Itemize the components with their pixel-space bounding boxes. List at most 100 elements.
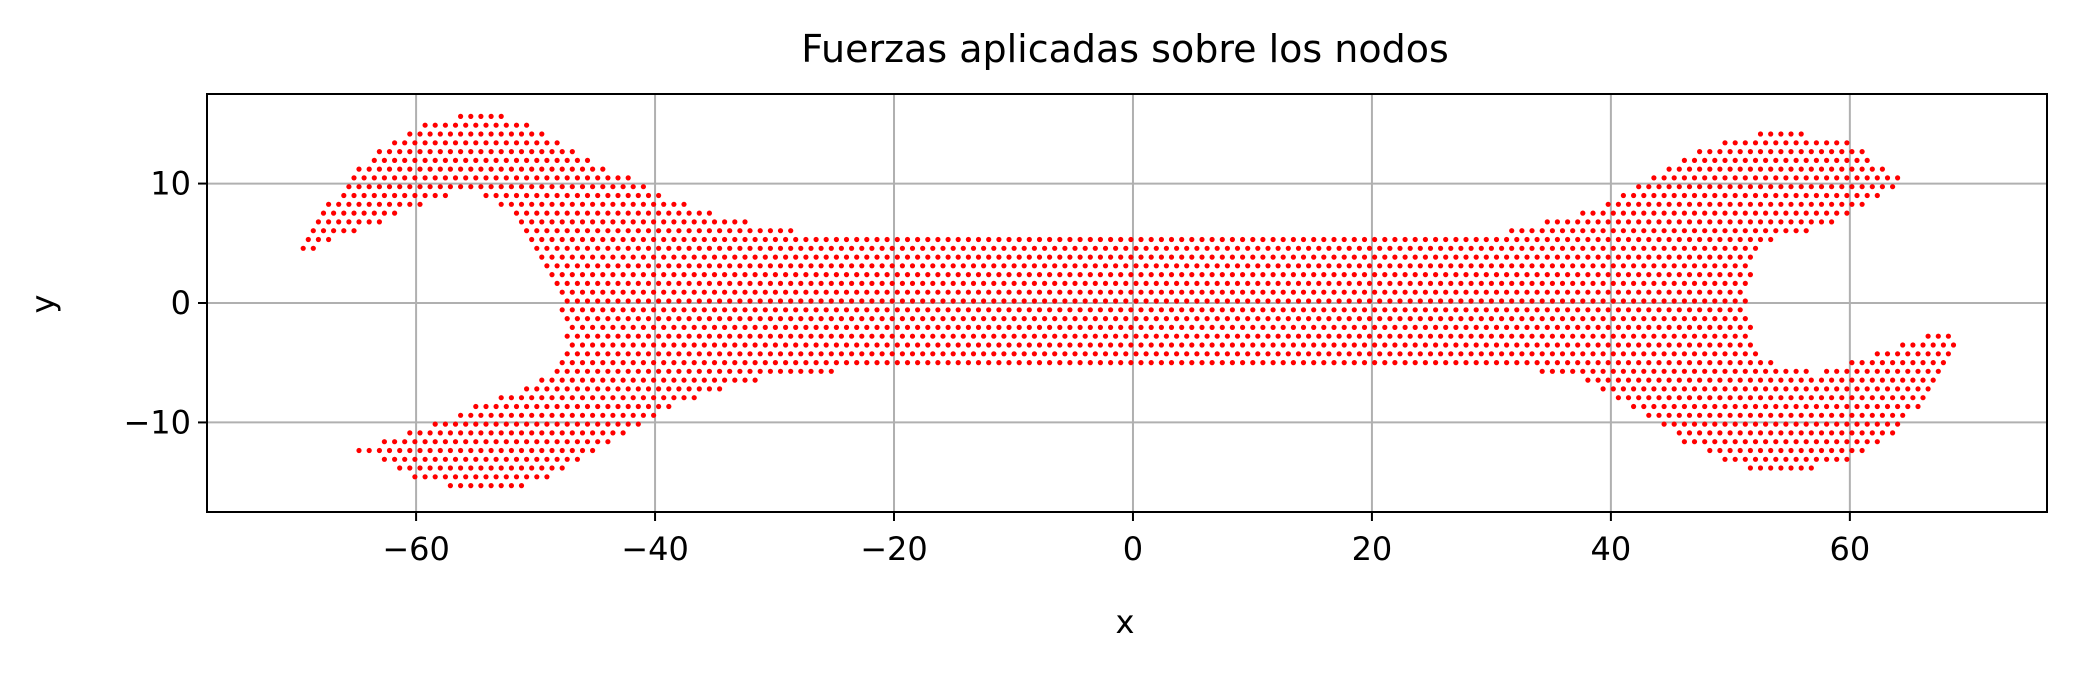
node-point	[645, 403, 652, 410]
node-point	[1874, 192, 1880, 199]
node-point	[813, 254, 819, 260]
node-point	[498, 430, 504, 436]
node-point	[1422, 254, 1428, 260]
node-point	[584, 421, 591, 427]
node-point	[1194, 333, 1200, 339]
node-point	[605, 368, 611, 374]
node-point	[1499, 280, 1505, 286]
node-point	[1163, 351, 1169, 357]
node-point	[1417, 280, 1423, 286]
node-point	[590, 360, 596, 366]
node-point	[1864, 157, 1870, 163]
node-point	[1737, 430, 1743, 436]
node-point	[1097, 272, 1103, 278]
node-point	[1092, 298, 1098, 304]
node-point	[1636, 342, 1642, 348]
node-point	[1691, 263, 1698, 269]
node-point	[1072, 245, 1078, 251]
node-point	[635, 228, 641, 234]
node-point	[1864, 192, 1870, 199]
node-point	[1869, 430, 1875, 436]
node-point	[1666, 201, 1672, 207]
node-point	[1189, 272, 1195, 278]
node-point	[727, 298, 733, 304]
node-point	[493, 140, 499, 146]
node-point	[1763, 421, 1769, 427]
node-point	[1722, 298, 1728, 304]
node-point	[1854, 386, 1860, 392]
node-point	[412, 157, 418, 163]
node-point	[447, 131, 453, 137]
node-point	[940, 280, 946, 286]
node-point	[1712, 157, 1718, 163]
node-point	[1661, 263, 1667, 269]
node-point	[737, 228, 743, 234]
node-point	[1879, 395, 1885, 401]
node-point	[605, 228, 611, 234]
node-point	[1097, 360, 1103, 366]
node-point	[996, 324, 1002, 330]
node-point	[1392, 272, 1398, 278]
node-point	[1356, 298, 1362, 304]
node-point	[854, 236, 860, 243]
node-point	[1697, 377, 1703, 383]
node-point	[549, 201, 555, 207]
node-point	[1118, 342, 1124, 348]
node-point	[1031, 245, 1037, 251]
node-point	[620, 307, 626, 313]
node-point	[1768, 412, 1774, 418]
node-point	[437, 447, 443, 454]
node-point	[544, 403, 550, 410]
node-point	[473, 140, 479, 146]
node-point	[742, 307, 748, 313]
node-point	[610, 430, 616, 436]
node-point	[808, 263, 814, 269]
node-point	[1641, 192, 1647, 199]
node-point	[437, 430, 443, 436]
node-point	[996, 236, 1002, 243]
node-point	[1524, 272, 1530, 278]
node-point	[1595, 254, 1601, 260]
node-point	[1808, 465, 1814, 471]
node-point	[1270, 236, 1276, 243]
node-point	[955, 289, 961, 295]
node-point	[1488, 333, 1494, 339]
node-point	[1052, 333, 1058, 339]
node-point	[524, 439, 530, 445]
node-point	[1676, 236, 1682, 243]
node-point	[1295, 298, 1302, 304]
node-point	[1092, 280, 1098, 286]
node-point	[757, 228, 763, 234]
node-point	[1565, 236, 1571, 243]
node-point	[1280, 236, 1286, 243]
node-point	[1168, 289, 1175, 295]
node-point	[478, 447, 484, 454]
node-point	[1757, 166, 1764, 172]
node-point	[518, 219, 525, 225]
node-point	[1884, 421, 1891, 427]
node-point	[747, 333, 753, 339]
node-point	[823, 307, 829, 313]
node-point	[1128, 307, 1134, 313]
node-point	[1803, 439, 1809, 445]
node-point	[1671, 386, 1677, 392]
node-point	[508, 395, 514, 401]
node-point	[473, 456, 479, 462]
node-point	[1280, 324, 1286, 330]
node-point	[518, 201, 525, 207]
node-point	[1443, 307, 1449, 313]
node-point	[1133, 280, 1139, 286]
node-point	[1270, 360, 1276, 366]
node-point	[1113, 263, 1119, 269]
node-point	[1707, 254, 1713, 260]
node-point	[625, 263, 631, 269]
node-point	[1829, 219, 1835, 225]
node-point	[534, 456, 540, 462]
node-point	[843, 360, 850, 366]
node-point	[1544, 360, 1550, 366]
node-point	[1549, 280, 1555, 286]
node-point	[1458, 316, 1464, 322]
node-point	[722, 254, 728, 260]
node-point	[1712, 368, 1718, 374]
node-point	[1316, 333, 1322, 339]
